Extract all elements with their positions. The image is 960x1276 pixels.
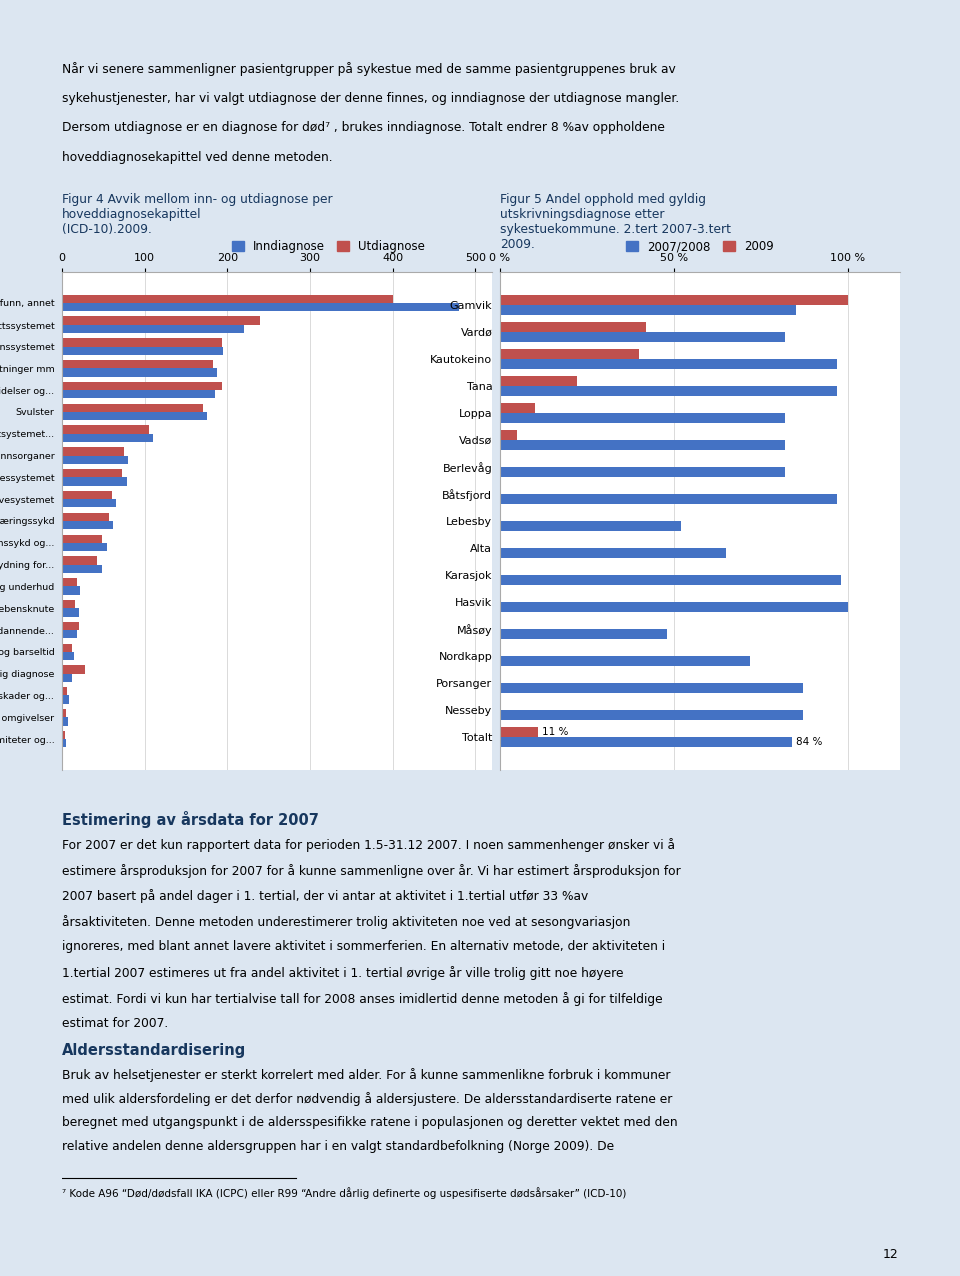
Bar bbox=[500, 738, 792, 748]
Bar bbox=[500, 727, 539, 738]
Bar bbox=[62, 630, 77, 638]
Bar bbox=[62, 665, 85, 674]
Bar bbox=[62, 347, 224, 355]
Text: Dersom utdiagnose er en diagnose for død⁷ , brukes inndiagnose. Totalt endrer 8 : Dersom utdiagnose er en diagnose for død… bbox=[62, 121, 665, 134]
Bar bbox=[500, 629, 667, 639]
Bar bbox=[500, 683, 803, 693]
Bar bbox=[62, 717, 68, 726]
Text: For 2007 er det kun rapportert data for perioden 1.5-31.12 2007. I noen sammenhe: For 2007 er det kun rapportert data for … bbox=[62, 838, 675, 852]
Bar bbox=[62, 390, 215, 398]
Bar bbox=[62, 739, 66, 748]
Bar bbox=[62, 412, 206, 420]
Bar bbox=[62, 316, 260, 324]
Bar bbox=[500, 602, 848, 612]
Bar bbox=[62, 695, 68, 704]
Text: estimat. Fordi vi kun har tertialvise tall for 2008 anses imidlertid denne metod: estimat. Fordi vi kun har tertialvise ta… bbox=[62, 991, 662, 1005]
Bar bbox=[62, 491, 111, 499]
Text: Estimering av årsdata for 2007: Estimering av årsdata for 2007 bbox=[62, 812, 319, 828]
Bar bbox=[500, 709, 803, 721]
Bar bbox=[62, 324, 244, 333]
Bar bbox=[62, 521, 113, 530]
Text: Figur 4 Avvik mellom inn- og utdiagnose per
hoveddiagnosekapittel
(ICD-10).2009.: Figur 4 Avvik mellom inn- og utdiagnose … bbox=[62, 193, 332, 236]
Text: 12: 12 bbox=[882, 1248, 898, 1262]
Bar bbox=[500, 575, 841, 586]
Text: 84 %: 84 % bbox=[796, 738, 822, 748]
Bar bbox=[500, 375, 577, 385]
Bar bbox=[62, 542, 108, 551]
Text: sykehustjenester, har vi valgt utdiagnose der denne finnes, og inndiagnose der u: sykehustjenester, har vi valgt utdiagnos… bbox=[62, 92, 680, 105]
Text: 2007 basert på andel dager i 1. tertial, der vi antar at aktivitet i 1.tertial u: 2007 basert på andel dager i 1. tertial,… bbox=[62, 889, 588, 903]
Legend: 2007/2008, 2009: 2007/2008, 2009 bbox=[621, 236, 779, 258]
Bar bbox=[500, 403, 535, 413]
Text: ⁷ Kode A96 “Død/dødsfall IKA (ICPC) eller R99 “Andre dårlig definerte og uspesif: ⁷ Kode A96 “Død/dødsfall IKA (ICPC) elle… bbox=[62, 1187, 626, 1199]
Bar bbox=[62, 456, 128, 464]
Bar bbox=[500, 413, 785, 424]
Bar bbox=[62, 369, 218, 376]
Bar bbox=[62, 425, 149, 434]
Text: ignoreres, med blant annet lavere aktivitet i sommerferien. En alternativ metode: ignoreres, med blant annet lavere aktivi… bbox=[62, 940, 665, 953]
Bar bbox=[62, 556, 97, 564]
Bar bbox=[500, 348, 639, 359]
Bar bbox=[500, 359, 837, 369]
Bar bbox=[62, 643, 72, 652]
Text: 11 %: 11 % bbox=[541, 727, 568, 738]
Text: Aldersstandardisering: Aldersstandardisering bbox=[62, 1042, 247, 1058]
Bar bbox=[62, 338, 222, 347]
Bar bbox=[62, 382, 222, 390]
Bar bbox=[500, 322, 646, 332]
Bar bbox=[62, 403, 203, 412]
Bar bbox=[62, 587, 81, 595]
Text: estimere årsproduksjon for 2007 for å kunne sammenligne over år. Vi har estimert: estimere årsproduksjon for 2007 for å ku… bbox=[62, 864, 681, 878]
Bar bbox=[62, 674, 72, 681]
Bar bbox=[62, 652, 74, 660]
Bar bbox=[62, 434, 153, 441]
Bar bbox=[500, 332, 785, 342]
Bar bbox=[62, 448, 124, 456]
Text: estimat for 2007.: estimat for 2007. bbox=[62, 1017, 168, 1030]
Text: Figur 5 Andel opphold med gyldig
utskrivningsdiagnose etter
sykestuekommune. 2.t: Figur 5 Andel opphold med gyldig utskriv… bbox=[500, 193, 731, 251]
Bar bbox=[62, 731, 65, 739]
Text: hoveddiagnosekapittel ved denne metoden.: hoveddiagnosekapittel ved denne metoden. bbox=[62, 151, 332, 165]
Bar bbox=[500, 385, 837, 397]
Bar bbox=[62, 564, 102, 573]
Bar bbox=[500, 430, 517, 440]
Bar bbox=[62, 578, 77, 587]
Text: relative andelen denne aldersgruppen har i en valgt standardbefolkning (Norge 20: relative andelen denne aldersgruppen har… bbox=[62, 1139, 614, 1152]
Text: med ulik aldersfordeling er det derfor nødvendig å aldersjustere. De aldersstand: med ulik aldersfordeling er det derfor n… bbox=[62, 1092, 672, 1106]
Bar bbox=[62, 709, 66, 717]
Text: Bruk av helsetjenester er sterkt korrelert med alder. For å kunne sammenlikne fo: Bruk av helsetjenester er sterkt korrele… bbox=[62, 1068, 670, 1082]
Bar bbox=[62, 513, 109, 521]
Bar bbox=[62, 477, 127, 486]
Text: årsaktiviteten. Denne metoden underestimerer trolig aktiviteten noe ved at seson: årsaktiviteten. Denne metoden underestim… bbox=[62, 915, 631, 929]
Bar bbox=[500, 547, 726, 559]
Text: Når vi senere sammenligner pasientgrupper på sykestue med de samme pasientgruppe: Når vi senere sammenligner pasientgruppe… bbox=[62, 63, 676, 77]
Legend: Inndiagnose, Utdiagnose: Inndiagnose, Utdiagnose bbox=[228, 236, 430, 258]
Bar bbox=[500, 494, 837, 504]
Bar bbox=[500, 656, 751, 666]
Bar bbox=[500, 305, 796, 315]
Bar bbox=[500, 521, 681, 531]
Text: 1.tertial 2007 estimeres ut fra andel aktivitet i 1. tertial øvrige år ville tro: 1.tertial 2007 estimeres ut fra andel ak… bbox=[62, 966, 623, 980]
Bar bbox=[62, 360, 213, 369]
Bar bbox=[62, 688, 67, 695]
Bar bbox=[500, 440, 785, 450]
Bar bbox=[62, 535, 102, 542]
Bar bbox=[62, 470, 122, 477]
Bar bbox=[62, 609, 79, 616]
Bar bbox=[500, 295, 848, 305]
Bar bbox=[62, 295, 393, 302]
Text: beregnet med utgangspunkt i de aldersspesifikke ratene i populasjonen og derette: beregnet med utgangspunkt i de aldersspe… bbox=[62, 1115, 678, 1129]
Bar bbox=[62, 302, 459, 311]
Bar bbox=[62, 600, 75, 609]
Bar bbox=[500, 467, 785, 477]
Bar bbox=[62, 621, 79, 630]
Bar bbox=[62, 499, 116, 508]
